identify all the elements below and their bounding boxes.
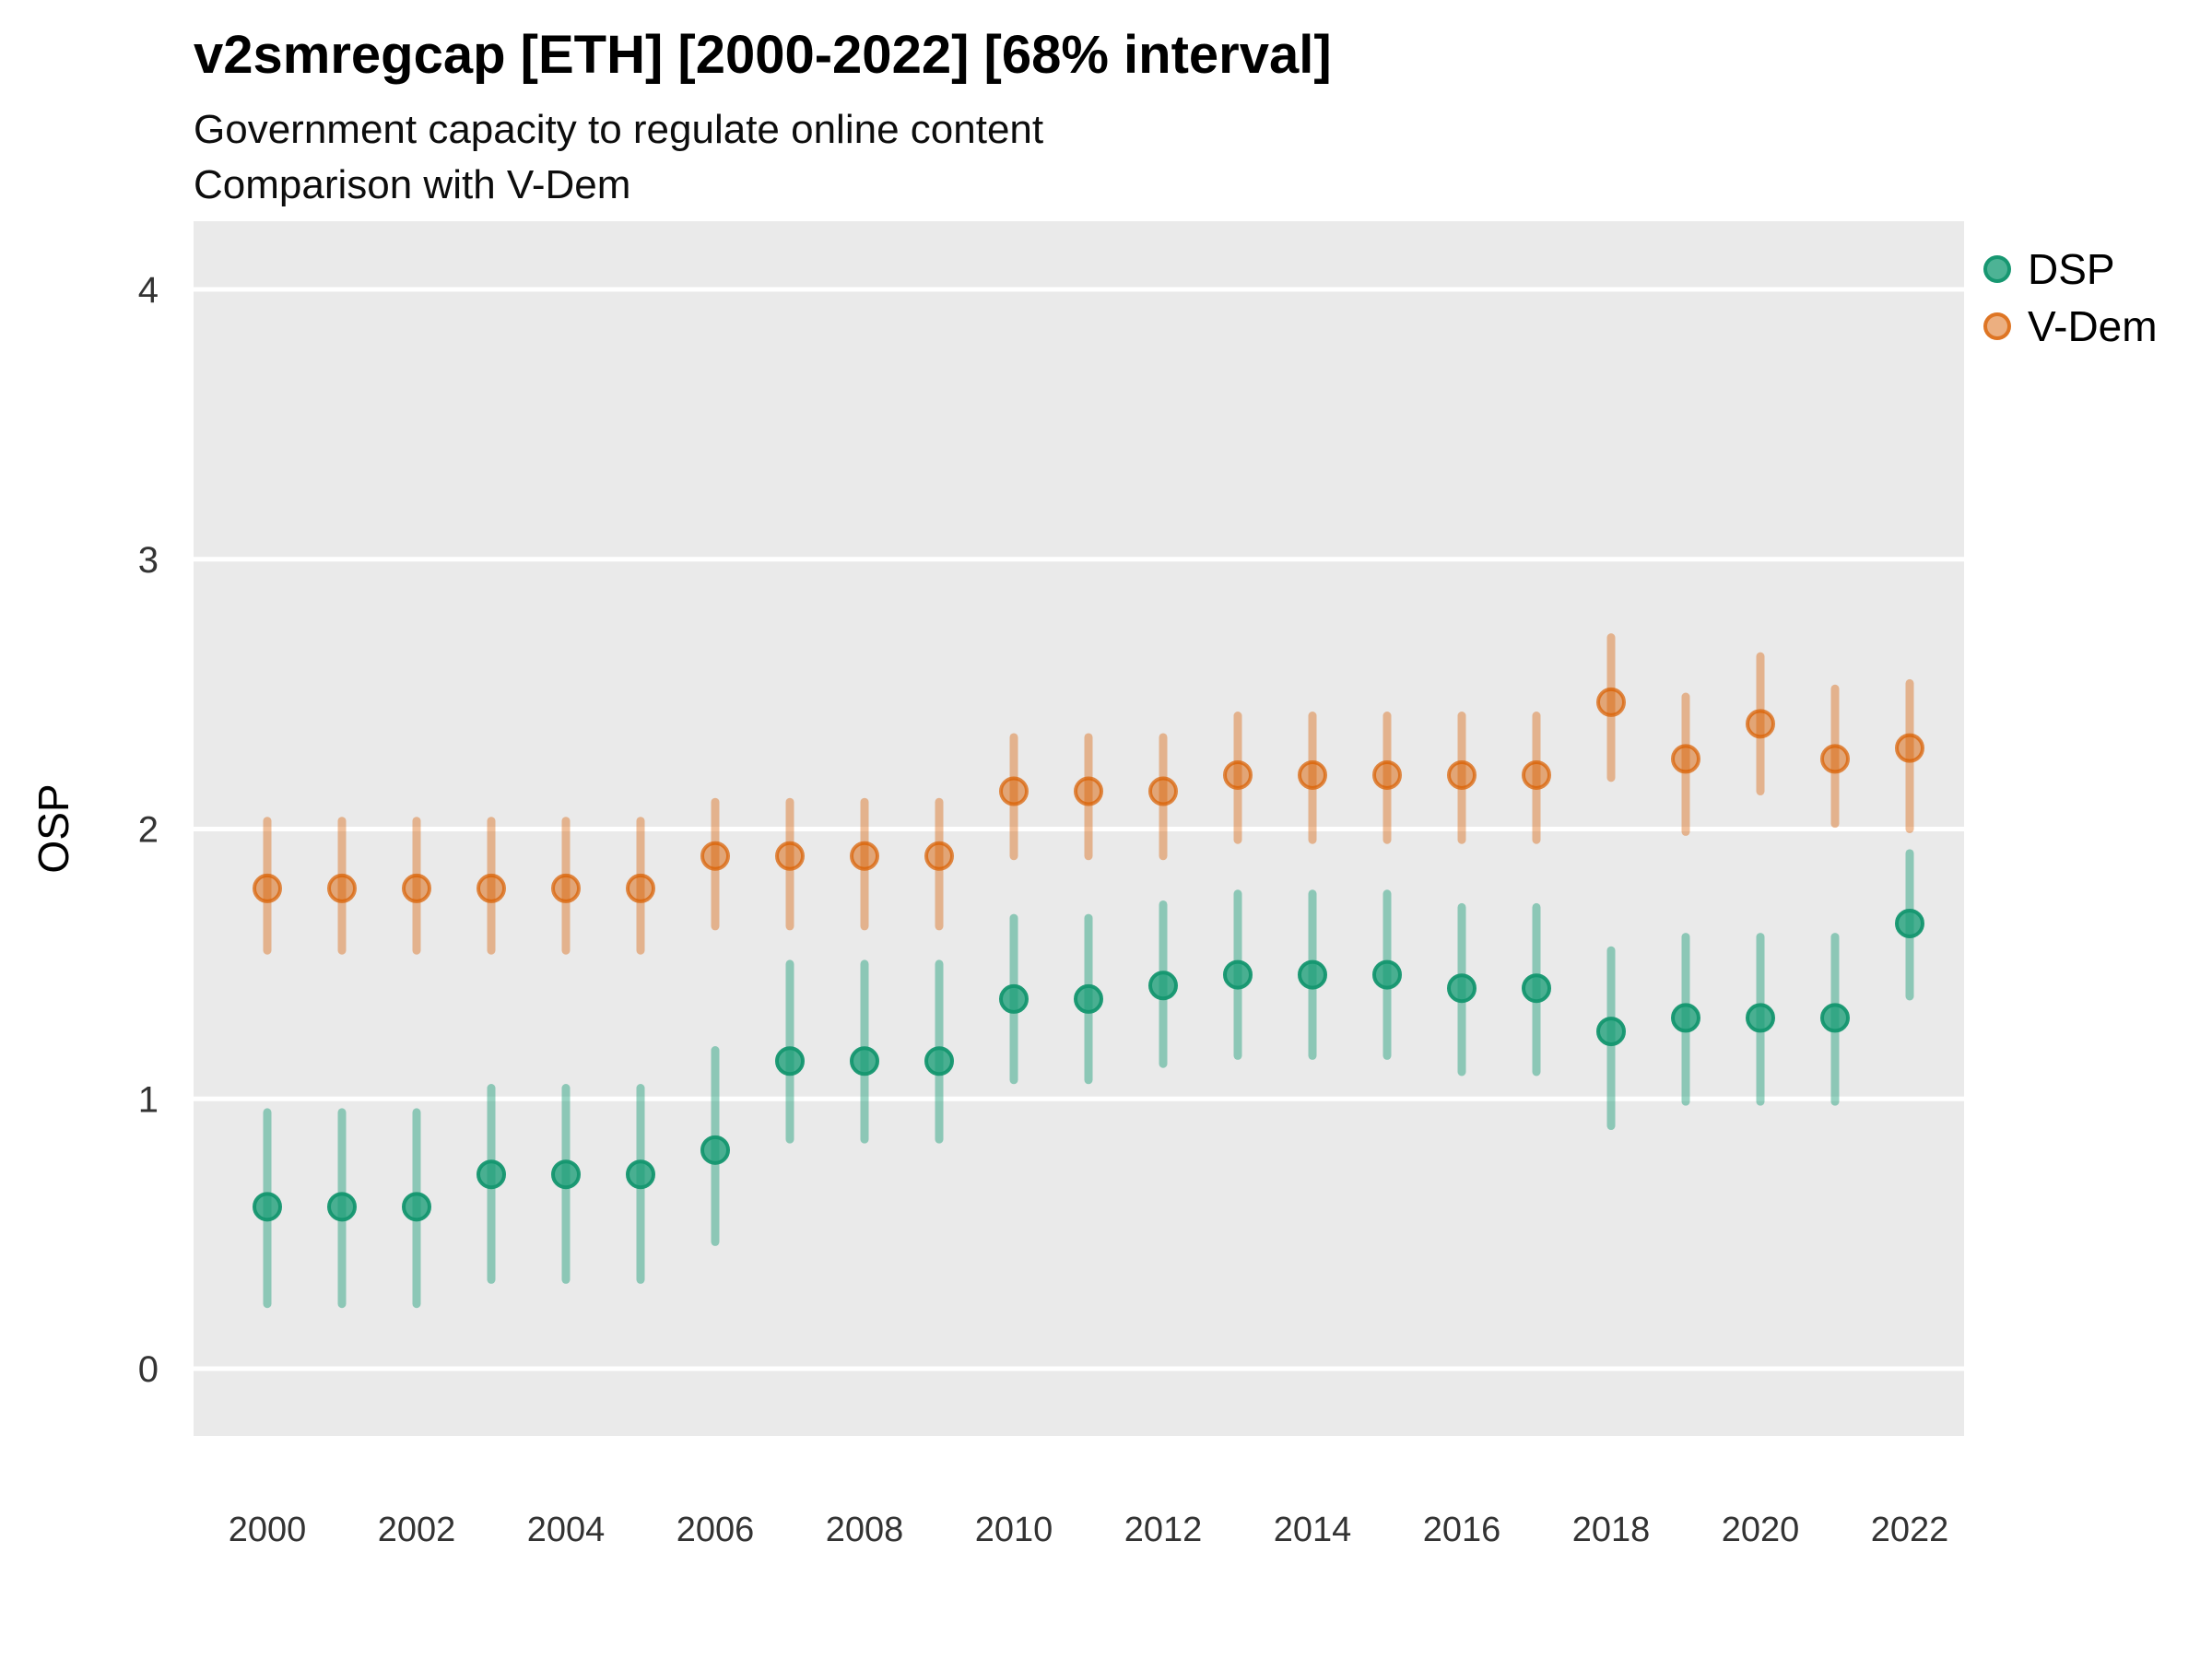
- legend-dsp-dot-icon: [1983, 255, 2011, 283]
- point-v-dem-2005: [626, 873, 655, 903]
- point-dsp-2010: [999, 983, 1029, 1014]
- point-dsp-2011: [1074, 983, 1103, 1014]
- point-v-dem-2009: [924, 841, 954, 871]
- x-tick-label-2002: 2002: [378, 1511, 456, 1549]
- point-v-dem-2000: [253, 873, 282, 903]
- point-v-dem-2019: [1671, 744, 1700, 774]
- x-tick-label-2020: 2020: [1722, 1511, 1800, 1549]
- point-dsp-2000: [253, 1192, 282, 1222]
- point-dsp-2008: [850, 1046, 879, 1077]
- point-dsp-2007: [775, 1046, 805, 1077]
- point-dsp-2003: [477, 1159, 506, 1190]
- point-v-dem-2017: [1522, 759, 1551, 790]
- x-tick-label-2000: 2000: [229, 1511, 307, 1549]
- point-v-dem-2001: [327, 873, 357, 903]
- point-v-dem-2014: [1298, 759, 1327, 790]
- chart-subtitle-1: Government capacity to regulate online c…: [194, 107, 1044, 152]
- point-v-dem-2013: [1223, 759, 1253, 790]
- point-v-dem-2016: [1447, 759, 1477, 790]
- x-tick-label-2010: 2010: [975, 1511, 1053, 1549]
- legend-vdem-label: V-Dem: [2028, 302, 2158, 350]
- point-dsp-2004: [551, 1159, 581, 1190]
- x-tick-label-2016: 2016: [1423, 1511, 1501, 1549]
- point-dsp-2005: [626, 1159, 655, 1190]
- legend-dsp-label: DSP: [2028, 245, 2115, 293]
- point-v-dem-2018: [1596, 687, 1626, 717]
- point-dsp-2002: [402, 1192, 431, 1222]
- point-dsp-2020: [1746, 1003, 1775, 1033]
- legend: DSP V-Dem: [1983, 245, 2158, 350]
- point-v-dem-2011: [1074, 776, 1103, 806]
- point-v-dem-2015: [1372, 759, 1402, 790]
- point-dsp-2006: [700, 1135, 730, 1165]
- point-dsp-2022: [1895, 908, 1924, 938]
- point-dsp-2019: [1671, 1003, 1700, 1033]
- legend-vdem-dot-icon: [1983, 312, 2011, 340]
- point-v-dem-2012: [1148, 776, 1178, 806]
- x-tick-label-2004: 2004: [527, 1511, 606, 1549]
- point-v-dem-2006: [700, 841, 730, 871]
- point-dsp-2018: [1596, 1017, 1626, 1047]
- point-v-dem-2020: [1746, 709, 1775, 739]
- point-dsp-2009: [924, 1046, 954, 1077]
- point-dsp-2015: [1372, 959, 1402, 990]
- chart-subtitle-2: Comparison with V-Dem: [194, 162, 631, 207]
- point-v-dem-2007: [775, 841, 805, 871]
- y-tick-label-2: 2: [138, 810, 159, 851]
- x-tick-label-2012: 2012: [1124, 1511, 1203, 1549]
- point-dsp-2017: [1522, 973, 1551, 1004]
- point-dsp-2001: [327, 1192, 357, 1222]
- y-tick-label-4: 4: [138, 270, 159, 311]
- point-v-dem-2022: [1895, 733, 1924, 763]
- point-dsp-2016: [1447, 973, 1477, 1004]
- legend-item-vdem: V-Dem: [1983, 302, 2158, 350]
- point-v-dem-2004: [551, 873, 581, 903]
- chart-title: v2smregcap [ETH] [2000-2022] [68% interv…: [194, 25, 1332, 85]
- point-v-dem-2021: [1820, 744, 1850, 774]
- y-tick-label-1: 1: [138, 1079, 159, 1120]
- point-dsp-2012: [1148, 971, 1178, 1001]
- point-dsp-2021: [1820, 1003, 1850, 1033]
- x-tick-label-2018: 2018: [1572, 1511, 1651, 1549]
- point-v-dem-2008: [850, 841, 879, 871]
- x-tick-label-2008: 2008: [826, 1511, 904, 1549]
- point-v-dem-2002: [402, 873, 431, 903]
- x-tick-label-2006: 2006: [677, 1511, 755, 1549]
- point-v-dem-2010: [999, 776, 1029, 806]
- point-dsp-2013: [1223, 959, 1253, 990]
- point-v-dem-2003: [477, 873, 506, 903]
- x-tick-label-2022: 2022: [1871, 1511, 1949, 1549]
- legend-item-dsp: DSP: [1983, 245, 2158, 293]
- y-tick-label-0: 0: [138, 1349, 159, 1390]
- point-dsp-2014: [1298, 959, 1327, 990]
- x-tick-label-2014: 2014: [1274, 1511, 1352, 1549]
- y-tick-label-3: 3: [138, 540, 159, 581]
